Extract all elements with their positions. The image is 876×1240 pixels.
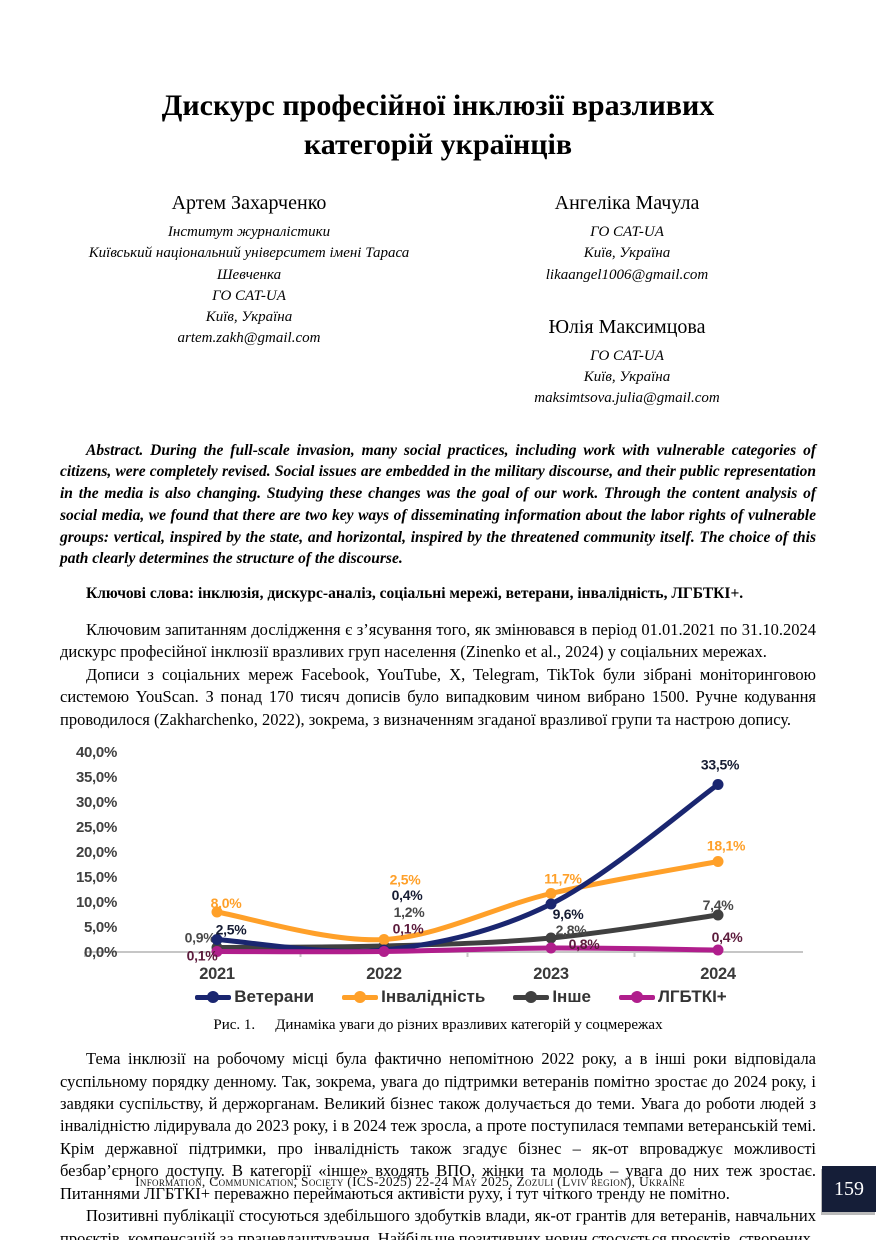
- data-label-Ветерани: 33,5%: [701, 757, 740, 773]
- y-axis-tick-label: 35,0%: [76, 769, 117, 786]
- authors-column-right: Ангеліка Мачула ГО CAT-UA Київ, Україна …: [438, 192, 816, 410]
- data-label-Інвалідність: 8,0%: [211, 895, 243, 911]
- author-3-location: Київ, Україна: [583, 369, 671, 386]
- x-axis-tick-label: 2022: [366, 965, 402, 983]
- series-marker-ЛГБТКІ+: [211, 946, 223, 958]
- y-axis-tick-label: 20,0%: [76, 844, 117, 861]
- x-axis-tick-label: 2023: [533, 965, 569, 983]
- y-axis-tick-label: 10,0%: [76, 894, 117, 911]
- authors-column-left: Артем Захарченко Інститут журналістики К…: [60, 192, 438, 410]
- author-1-affiliation: Інститут журналістики: [167, 224, 331, 240]
- legend-marker-icon: [195, 991, 232, 1004]
- y-axis-tick-label: 25,0%: [76, 819, 117, 836]
- author-1-location: Київ, Україна: [205, 309, 293, 326]
- page-number: 159: [834, 1177, 864, 1200]
- legend-item-Ветерани: Ветерани: [195, 987, 314, 1007]
- body-paragraph-2: Дописи з соціальних мереж Facebook, YouT…: [60, 664, 816, 729]
- author-2-email: likaangel1006@gmail.com: [545, 266, 709, 283]
- series-marker-Ветерани: [712, 779, 724, 791]
- data-label-Інше: 1,2%: [394, 904, 426, 920]
- author-3-name: Юлія Максимцова: [548, 315, 706, 338]
- data-label-Ветерани: 9,6%: [553, 906, 585, 922]
- series-marker-Інвалідність: [712, 856, 724, 868]
- line-chart: 0,0% 5,0% 10,0% 15,0% 20,0% 25,0% 30,0% 35,0% 40…: [76, 744, 803, 983]
- author-2: Ангеліка Мачула ГО CAT-UA Київ, Україна …: [438, 192, 816, 286]
- author-1-affiliation: Київський національний університет імені…: [88, 245, 410, 283]
- series-marker-Інвалідність: [545, 888, 557, 900]
- data-label-Ветерани: 2,5%: [216, 922, 248, 938]
- series-marker-Інше: [545, 932, 557, 944]
- figure-caption: Рис. 1. Динаміка уваги до різних вразливи…: [60, 1017, 816, 1034]
- legend-marker-icon: [618, 991, 655, 1004]
- data-label-ЛГБТКІ+: 0,4%: [712, 929, 744, 945]
- page-number-badge: 159: [822, 1166, 876, 1212]
- series-marker-Ветерани: [545, 898, 557, 910]
- figure-caption-label: Рис. 1.: [213, 1017, 256, 1034]
- author-1-affiliation: ГО CAT-UA: [212, 287, 286, 304]
- x-axis-tick-label: 2021: [199, 965, 235, 983]
- series-line-ЛГБТКІ+: [214, 945, 721, 955]
- series-marker-ЛГБТКІ+: [378, 946, 390, 958]
- legend-marker-icon: [342, 991, 379, 1004]
- series-marker-Інше: [712, 909, 724, 921]
- series-marker-Ветерани: [211, 934, 223, 946]
- data-label-Ветерани: 0,4%: [392, 887, 424, 903]
- legend-label: Інвалідність: [381, 987, 486, 1007]
- data-label-ЛГБТКІ+: 0,8%: [569, 936, 601, 952]
- series-line-Ветерани: [214, 782, 721, 954]
- data-label-ЛГБТКІ+: 0,1%: [187, 948, 219, 964]
- author-3: Юлія Максимцова ГО CAT-UA Київ, Україна …: [438, 316, 816, 410]
- y-axis-tick-label: 5,0%: [84, 919, 117, 936]
- author-1-name: Артем Захарченко: [171, 192, 327, 214]
- y-axis-tick-label: 0,0%: [84, 944, 117, 961]
- y-axis-tick-label: 15,0%: [76, 869, 117, 886]
- body-paragraph-1: Ключовим запитанням дослідження є з’ясув…: [60, 619, 816, 662]
- author-3-affiliation: ГО CAT-UA: [590, 347, 664, 364]
- legend-marker-icon: [513, 991, 550, 1004]
- data-label-Інше: 2,8%: [556, 922, 588, 938]
- body-paragraph-4: Позитивні публікації стосуються здебільш…: [60, 1206, 816, 1240]
- author-1: Артем Захарченко Інститут журналістики К…: [60, 192, 438, 350]
- legend-item-Інвалідність: Інвалідність: [342, 987, 485, 1007]
- authors-block: Артем Захарченко Інститут журналістики К…: [60, 192, 816, 410]
- chart-legend: Ветерани Інвалідність Інше ЛГБТКІ+: [106, 987, 816, 1007]
- series-marker-Інвалідність: [378, 934, 390, 946]
- author-2-location: Київ, Україна: [583, 245, 671, 262]
- author-2-name: Ангеліка Мачула: [554, 192, 700, 214]
- page-content: Дискурс професійної інклюзії вразливих к…: [0, 86, 876, 1240]
- data-label-Інвалідність: 11,7%: [544, 871, 582, 887]
- figure-1: 0,0% 5,0% 10,0% 15,0% 20,0% 25,0% 30,0% 35,0% 40…: [60, 737, 816, 1007]
- legend-label: ЛГБТКІ+: [657, 987, 727, 1007]
- data-label-Інше: 0,9%: [185, 930, 217, 946]
- series-marker-Інвалідність: [211, 906, 223, 918]
- legend-item-ЛГБТКІ+: ЛГБТКІ+: [618, 987, 727, 1007]
- series-line-Інвалідність: [214, 859, 721, 943]
- author-3-email: maksimtsova.julia@gmail.com: [534, 390, 720, 407]
- legend-label: Ветерани: [234, 987, 315, 1007]
- legend-label: Інше: [552, 987, 591, 1007]
- x-axis-tick-label: 2024: [700, 965, 737, 983]
- data-label-Інвалідність: 18,1%: [707, 838, 746, 854]
- data-label-Інвалідність: 2,5%: [390, 872, 422, 888]
- y-axis-tick-label: 40,0%: [76, 744, 117, 761]
- series-marker-ЛГБТКІ+: [712, 944, 724, 956]
- series-marker-ЛГБТКІ+: [545, 942, 557, 954]
- data-label-Інше: 7,4%: [703, 897, 735, 913]
- legend-item-Інше: Інше: [513, 987, 591, 1007]
- author-1-email: artem.zakh@gmail.com: [177, 330, 321, 347]
- abstract-paragraph: Abstract. During the full-scale invasion…: [60, 441, 816, 568]
- data-label-ЛГБТКІ+: 0,1%: [393, 921, 425, 937]
- paper-title: Дискурс професійної інклюзії вразливих к…: [161, 89, 715, 161]
- author-2-affiliation: ГО CAT-UA: [590, 224, 664, 240]
- y-axis-tick-label: 30,0%: [76, 794, 117, 811]
- figure-caption-text: Динаміка уваги до різних вразливих катег…: [275, 1017, 663, 1034]
- keywords-line: Ключові слова: інклюзія, дискурс-аналіз,…: [86, 585, 744, 603]
- footer-conference-line: Information, Communication, Society (ICS…: [135, 1174, 685, 1189]
- body-paragraph-3: Тема інклюзії на робочому місці була фак…: [60, 1049, 816, 1203]
